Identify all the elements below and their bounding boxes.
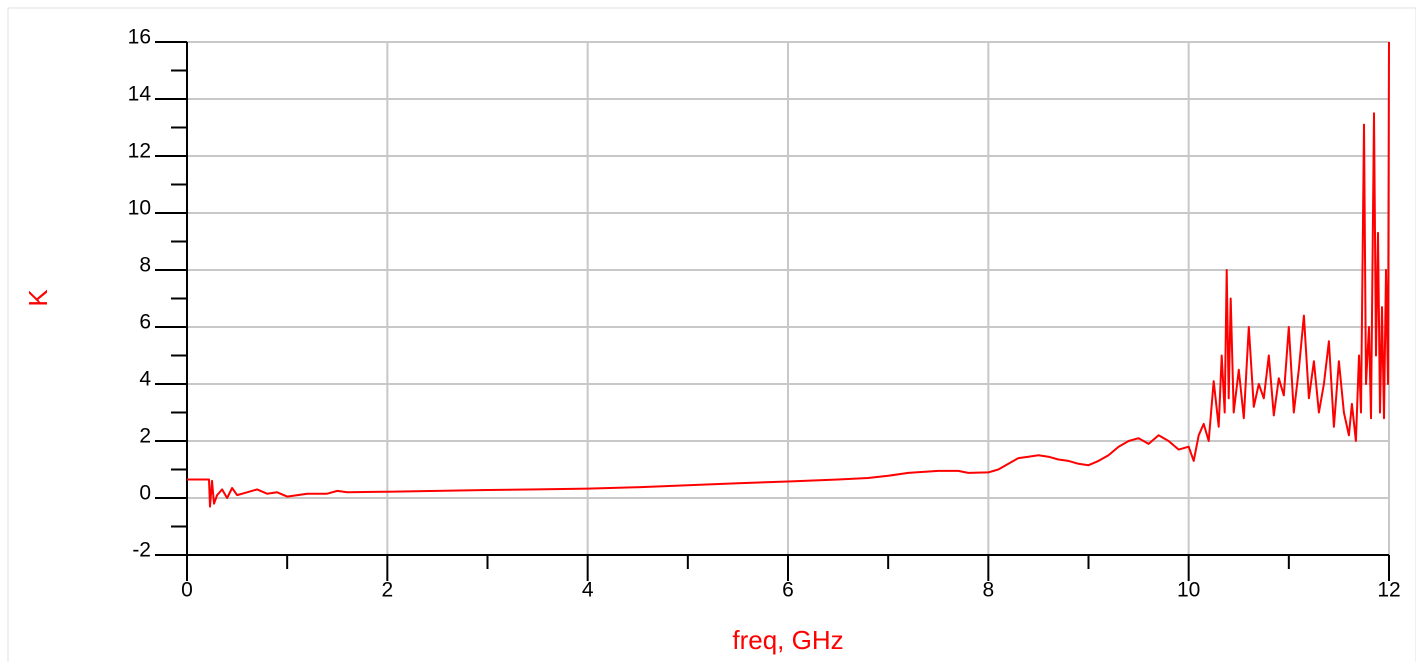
x-tick-label: 4	[582, 579, 594, 602]
y-tick-label: 16	[128, 26, 151, 49]
y-tick-label: 2	[139, 425, 151, 448]
x-tick-label: 0	[181, 579, 193, 602]
data-line	[187, 41, 1390, 508]
y-tick-label: 6	[139, 311, 151, 334]
y-axis-label: K	[23, 289, 53, 307]
x-axis-label: freq, GHz	[732, 625, 843, 655]
x-tick-label: 8	[982, 579, 994, 602]
y-tick-label: -2	[132, 539, 151, 562]
x-tick-label: 6	[782, 579, 794, 602]
x-tick-label: 10	[1177, 579, 1200, 602]
y-tick-label: 14	[128, 83, 152, 106]
x-tick-label: 2	[381, 579, 393, 602]
y-tick-label: 0	[139, 482, 151, 505]
y-tick-label: 4	[139, 368, 151, 391]
y-tick-label: 12	[128, 140, 151, 163]
frame	[7, 7, 1416, 662]
y-tick-label: 10	[128, 197, 151, 220]
x-tick-label: 12	[1377, 579, 1400, 602]
y-tick-label: 8	[139, 254, 151, 277]
